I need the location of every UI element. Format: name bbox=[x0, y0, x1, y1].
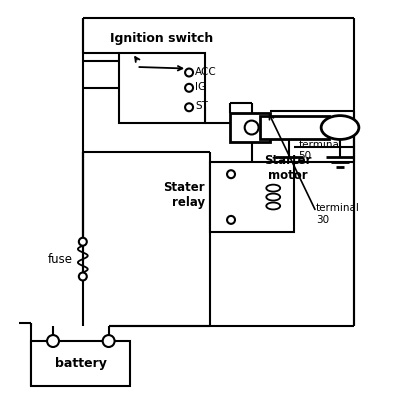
Circle shape bbox=[79, 238, 87, 246]
Bar bbox=[31, 341, 130, 386]
Ellipse shape bbox=[266, 203, 280, 210]
Ellipse shape bbox=[266, 185, 280, 192]
Circle shape bbox=[185, 103, 193, 111]
Circle shape bbox=[227, 170, 235, 178]
Circle shape bbox=[245, 120, 259, 134]
Bar bbox=[119, 53, 205, 123]
Ellipse shape bbox=[321, 116, 359, 140]
Text: ACC: ACC bbox=[195, 66, 217, 77]
Text: Stater
relay: Stater relay bbox=[163, 181, 205, 209]
Text: Ignition switch: Ignition switch bbox=[110, 32, 213, 45]
Circle shape bbox=[79, 273, 87, 280]
Circle shape bbox=[185, 68, 193, 77]
Text: Starter
motor: Starter motor bbox=[264, 154, 311, 182]
Text: battery: battery bbox=[55, 357, 107, 370]
Circle shape bbox=[47, 335, 59, 347]
Circle shape bbox=[227, 216, 235, 224]
Bar bbox=[230, 113, 269, 142]
Text: IG: IG bbox=[195, 82, 206, 92]
Bar bbox=[260, 116, 329, 140]
Circle shape bbox=[103, 335, 115, 347]
Text: ST: ST bbox=[195, 101, 208, 111]
Text: terminal
30: terminal 30 bbox=[316, 203, 360, 225]
Circle shape bbox=[185, 84, 193, 92]
Bar bbox=[210, 162, 294, 232]
Text: fuse: fuse bbox=[48, 253, 73, 266]
Text: terminal
50: terminal 50 bbox=[298, 140, 342, 161]
Text: +: + bbox=[104, 335, 114, 348]
Text: −: − bbox=[48, 335, 58, 348]
Ellipse shape bbox=[266, 194, 280, 201]
